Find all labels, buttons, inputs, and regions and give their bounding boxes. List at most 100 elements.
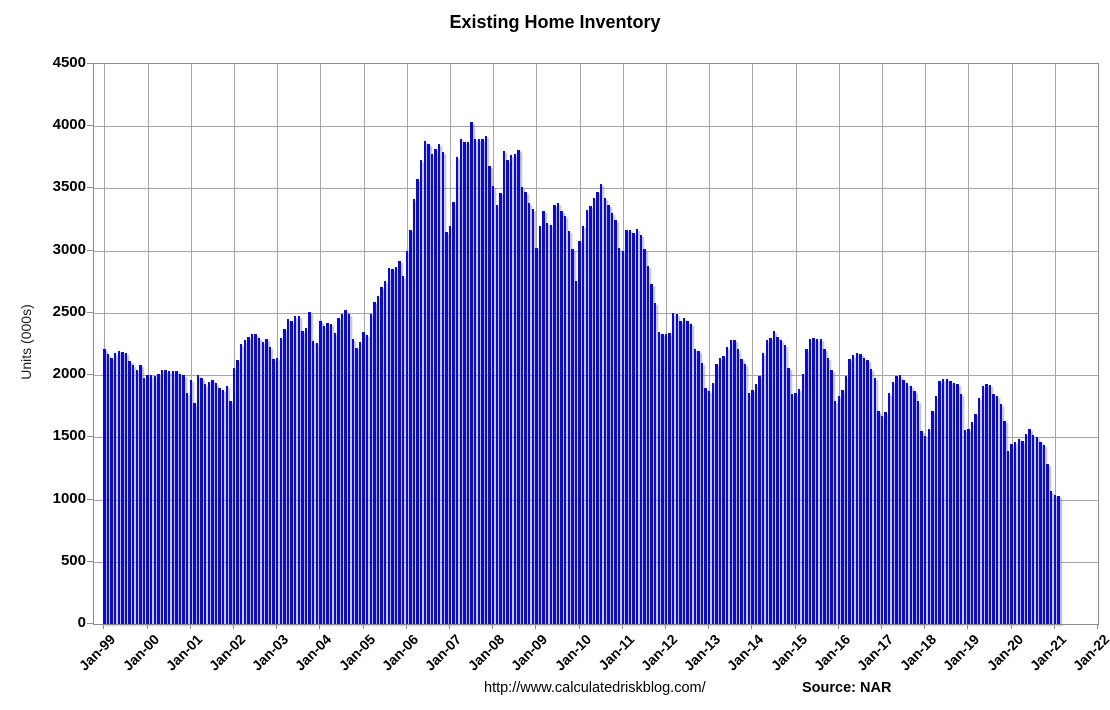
- inventory-bar: [297, 316, 301, 624]
- x-axis-tick: [794, 624, 796, 629]
- inventory-bar: [956, 384, 959, 624]
- inventory-bar: [434, 148, 437, 624]
- y-tick-label: 3000: [52, 240, 86, 258]
- inventory-bar: [423, 141, 427, 624]
- y-tick-label: 1000: [52, 489, 86, 507]
- inventory-bar: [599, 184, 603, 624]
- v-gridline: [882, 64, 883, 624]
- inventory-bar: [315, 342, 319, 624]
- h-gridline: [94, 312, 1098, 314]
- x-tick-label: Jan-07: [421, 631, 465, 674]
- y-axis-tick: [87, 560, 93, 562]
- inventory-bar: [905, 382, 909, 624]
- inventory-bar: [967, 429, 970, 624]
- inventory-bar: [801, 373, 805, 624]
- inventory-bar: [117, 350, 121, 624]
- inventory-bar: [275, 357, 279, 624]
- inventory-bar: [794, 392, 797, 624]
- inventory-bar: [844, 376, 848, 624]
- inventory-bar: [124, 352, 128, 624]
- inventory-bar: [992, 394, 995, 624]
- inventory-bar: [121, 351, 124, 624]
- inventory-bar: [650, 284, 653, 624]
- inventory-bar: [1013, 442, 1017, 624]
- inventory-bar: [761, 352, 765, 624]
- y-axis-tick: [87, 125, 93, 127]
- inventory-bar: [290, 321, 293, 624]
- inventory-bar: [607, 205, 610, 624]
- inventory-bar: [790, 393, 794, 624]
- inventory-bar: [239, 344, 243, 624]
- inventory-bar: [999, 404, 1003, 624]
- x-axis-tick: [837, 624, 839, 629]
- inventory-bar: [977, 397, 981, 624]
- y-axis-tick: [87, 374, 93, 376]
- inventory-bar: [697, 350, 700, 624]
- inventory-bar: [715, 363, 718, 624]
- source-label: Source: NAR: [802, 680, 892, 696]
- x-tick-label: Jan-13: [680, 631, 724, 674]
- inventory-bar: [347, 314, 351, 624]
- inventory-bar: [157, 373, 160, 624]
- y-axis-tick: [87, 63, 93, 64]
- inventory-bar: [668, 332, 671, 624]
- inventory-bar: [571, 249, 574, 624]
- inventory-bar: [941, 378, 945, 624]
- inventory-bar: [412, 199, 416, 624]
- inventory-bar: [391, 269, 394, 624]
- inventory-bar: [401, 275, 405, 624]
- inventory-bar: [200, 378, 203, 624]
- y-axis-tick: [87, 187, 93, 189]
- inventory-bar: [823, 349, 826, 624]
- inventory-bar: [319, 321, 322, 624]
- inventory-bar: [110, 358, 113, 624]
- v-gridline: [752, 64, 754, 624]
- inventory-bar: [139, 364, 142, 624]
- x-axis-tick: [405, 624, 407, 629]
- inventory-bar: [635, 228, 639, 624]
- inventory-bar: [920, 431, 923, 624]
- x-axis-tick: [1010, 624, 1012, 629]
- inventory-bar: [675, 314, 679, 624]
- y-tick-label: 0: [77, 614, 86, 631]
- inventory-bar: [430, 153, 434, 624]
- inventory-bar: [527, 202, 531, 624]
- v-gridline: [795, 64, 797, 624]
- inventory-bar: [952, 382, 956, 624]
- inventory-bar: [833, 401, 837, 624]
- inventory-bar: [815, 339, 819, 624]
- inventory-bar: [340, 314, 344, 624]
- calculatedrisk-url[interactable]: http://www.calculatedriskblog.com/: [484, 680, 706, 696]
- inventory-bar: [891, 382, 895, 624]
- inventory-bar: [862, 357, 866, 624]
- h-gridline: [94, 561, 1098, 563]
- inventory-bar: [437, 143, 441, 624]
- x-tick-label: Jan-18: [896, 631, 940, 674]
- inventory-bar: [448, 225, 452, 624]
- inventory-bar: [531, 209, 535, 624]
- x-tick-label: Jan-12: [637, 631, 681, 674]
- inventory-bar: [387, 268, 391, 624]
- v-gridline: [1054, 64, 1056, 624]
- inventory-bar: [949, 380, 952, 624]
- h-gridline: [94, 375, 1098, 377]
- inventory-bar: [725, 346, 729, 624]
- inventory-bar: [416, 179, 419, 624]
- inventory-bar: [664, 334, 668, 624]
- x-tick-label: Jan-01: [162, 631, 206, 674]
- x-tick-label: Jan-22: [1069, 631, 1110, 674]
- inventory-bar: [380, 287, 383, 624]
- inventory-bar: [250, 334, 254, 624]
- inventory-bar: [524, 192, 527, 624]
- inventory-bar: [301, 330, 304, 624]
- x-axis-tick: [665, 624, 666, 629]
- inventory-bar: [902, 379, 905, 624]
- inventory-bar: [538, 225, 542, 624]
- inventory-bar: [765, 340, 769, 624]
- inventory-bar: [520, 186, 524, 624]
- inventory-bar: [509, 154, 513, 624]
- inventory-bar: [657, 331, 661, 624]
- inventory-bar: [135, 369, 139, 624]
- inventory-bar: [772, 330, 776, 624]
- inventory-bar: [851, 355, 855, 624]
